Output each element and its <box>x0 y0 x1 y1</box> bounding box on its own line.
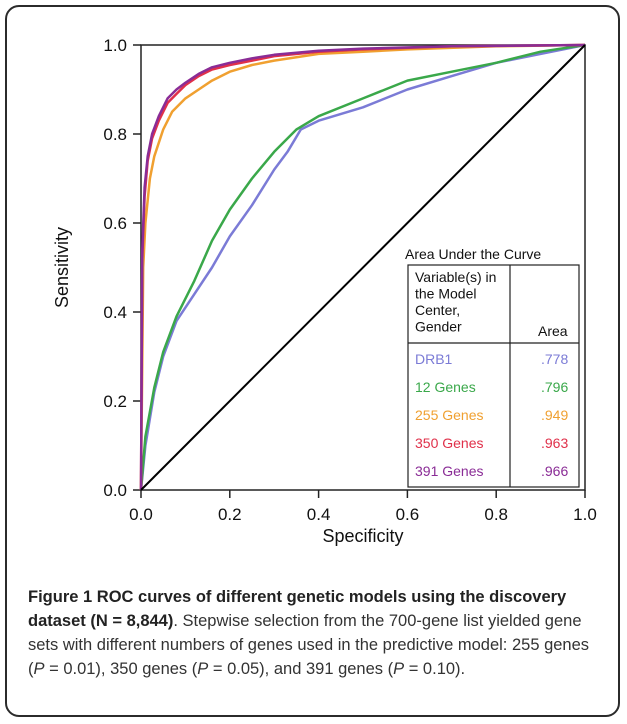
y-tick-label: 0.6 <box>103 214 127 233</box>
roc-curve-12-genes <box>139 43 586 491</box>
legend-header-variable: the Model <box>415 286 476 302</box>
legend-entry-name: 350 Genes <box>415 435 484 451</box>
legend-header-variable: Gender <box>415 319 462 335</box>
legend-entry-area: .778 <box>541 351 568 367</box>
legend-entry-name: 255 Genes <box>415 407 484 423</box>
axes: 0.0 0.2 0.4 0.6 0.8 1.0 0.0 0.2 0.4 0.6 0.8 1.0 Spec… <box>52 36 597 546</box>
caption-p-value: = 0.10). <box>404 660 466 678</box>
y-tick-label: 0.4 <box>103 303 127 322</box>
y-tick-label: 0.2 <box>103 392 127 411</box>
caption-label: Figure 1 <box>28 588 93 606</box>
y-tick-label: 0.8 <box>103 125 127 144</box>
caption-p-value: = 0.05), and 391 genes ( <box>208 660 394 678</box>
caption-text: . Stepwise selection from the 700-gene l… <box>28 612 590 678</box>
y-axis-title: Sensitivity <box>52 227 72 308</box>
legend-entry-area: .796 <box>541 379 568 395</box>
caption-p-value: = 0.01), 350 genes ( <box>44 660 198 678</box>
legend-title: Area Under the Curve <box>405 246 541 262</box>
y-tick-label: 0.0 <box>103 481 127 500</box>
roc-curve-391-genes <box>139 43 586 491</box>
legend-header-area: Area <box>538 323 568 339</box>
x-axis-title: Specificity <box>322 526 403 546</box>
reference-diagonal-line <box>140 44 586 491</box>
caption-p-symbol: P <box>197 660 209 678</box>
legend-entry-area: .966 <box>541 463 568 479</box>
x-tick-label: 0.0 <box>129 505 153 524</box>
legend-entry-area: .963 <box>541 435 568 451</box>
figure-caption: Figure 1 ROC curves of different genetic… <box>28 585 603 681</box>
legend-header-variable: Variable(s) in <box>415 269 496 285</box>
caption-p-symbol: P <box>393 660 405 678</box>
caption-p-symbol: P <box>33 660 45 678</box>
legend-entry-area: .949 <box>541 407 568 423</box>
roc-curve-255-genes <box>139 43 586 491</box>
x-tick-label: 0.8 <box>484 505 508 524</box>
roc-chart: 0.0 0.2 0.4 0.6 0.8 1.0 0.0 0.2 0.4 0.6 0.8 1.0 Spec… <box>52 36 597 546</box>
x-tick-label: 0.4 <box>307 505 331 524</box>
legend-header-variable: Center, <box>415 302 460 318</box>
legend-table-border <box>407 264 580 488</box>
y-tick-label: 1.0 <box>103 36 127 55</box>
x-tick-label: 1.0 <box>573 505 597 524</box>
legend-entry-name: DRB1 <box>415 351 453 367</box>
caption-title: ROC curves of different genetic models u… <box>28 588 567 630</box>
x-tick-label: 0.6 <box>396 505 420 524</box>
legend-entry-name: 391 Genes <box>415 463 484 479</box>
x-tick-label: 0.2 <box>218 505 242 524</box>
roc-curves <box>139 43 586 491</box>
legend-entry-name: 12 Genes <box>415 379 476 395</box>
